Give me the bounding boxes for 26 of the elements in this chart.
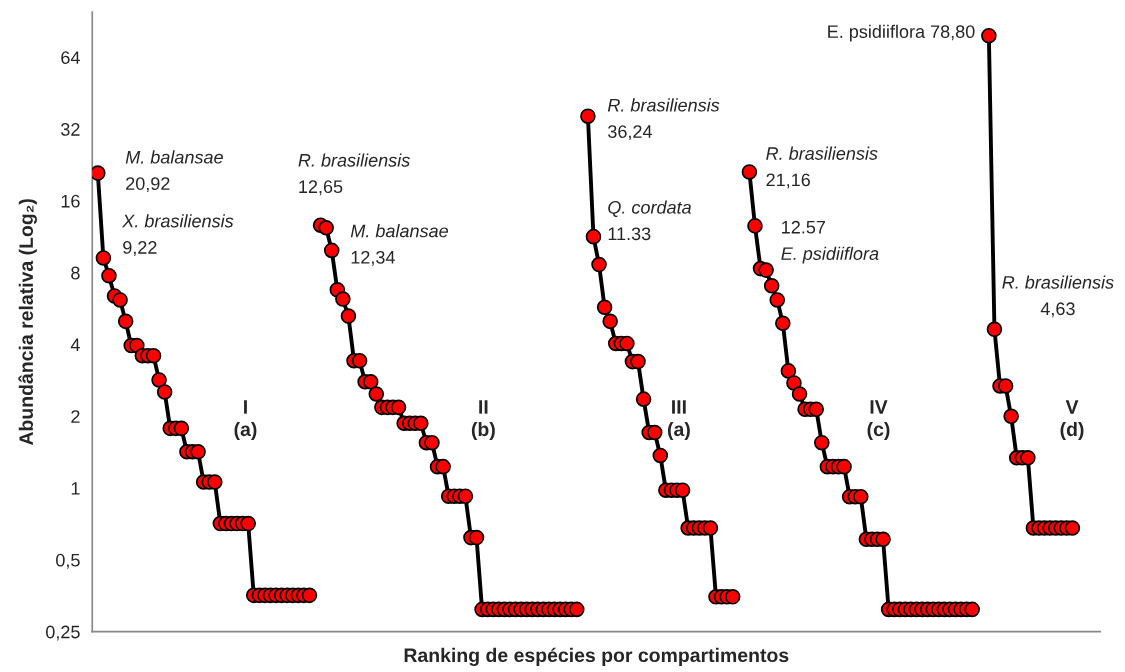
- annotation: 12.57 E. psidiiflora: [781, 220, 879, 264]
- y-tick-label: 2: [71, 410, 80, 423]
- y-tick-label: 4: [70, 338, 80, 352]
- annotation: R. brasiliensis 36,24: [607, 98, 720, 141]
- y-tick-label: 16: [61, 194, 80, 208]
- y-tick-label: 0,25: [46, 625, 80, 641]
- annotation: M. balansae 12,34: [350, 224, 448, 266]
- annotation: Q. cordata 11.33: [608, 200, 692, 241]
- annotation: II (b): [471, 400, 495, 441]
- annotation: III (a): [667, 400, 690, 441]
- x-axis-title: Ranking de espécies por compartimentos: [404, 647, 789, 667]
- y-tick-label: 32: [61, 123, 80, 136]
- y-tick-label: 64: [61, 51, 80, 64]
- y-axis-title: Abundância relativa (Log₂): [18, 199, 37, 446]
- y-tick-label: 1: [71, 482, 80, 495]
- y-tick-label: 8: [71, 266, 80, 280]
- y-tick-label: 0,5: [56, 553, 80, 569]
- annotation: X. brasiliensis 9,22: [121, 214, 234, 256]
- annotation: M. balansae 20,92: [125, 150, 223, 193]
- annotation: R. brasiliensis 4,63: [1002, 275, 1114, 318]
- annotation: R. brasiliensis 12,65: [298, 153, 410, 196]
- annotation: I (a): [234, 400, 257, 441]
- annotation: IV (c): [867, 400, 890, 441]
- annotation: E. psidiiflora 78,80: [828, 24, 975, 42]
- annotation: V (d): [1060, 400, 1084, 441]
- annotation: R. brasiliensis 21,16: [766, 146, 878, 189]
